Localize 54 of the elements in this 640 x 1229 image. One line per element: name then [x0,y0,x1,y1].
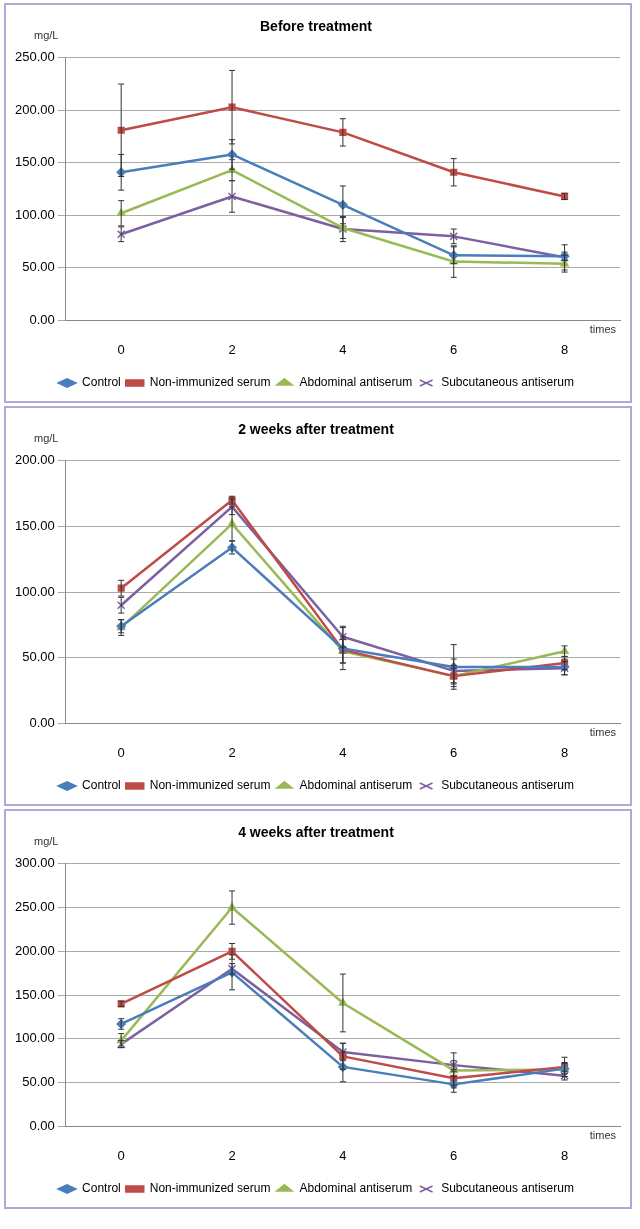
x-tick-label: 6 [450,341,458,357]
x-tick-label: 0 [117,744,125,760]
y-tick-label: 200.00 [15,101,55,117]
y-tick-label: 150.00 [15,986,55,1002]
legend-label: Subcutaneous antiserum [441,375,574,390]
y-tick-label: 100.00 [15,583,55,599]
y-tick-label: 0.00 [29,714,55,730]
x-tick-label: 8 [560,744,569,760]
legend-label: Non-immunized serum [149,375,271,390]
x-tick-label: 0 [117,341,125,357]
x-tick-label: 2 [228,744,236,760]
x-tick-label: 6 [450,1147,458,1163]
legend-label: Non-immunized serum [149,778,271,793]
y-tick-label: 150.00 [15,154,55,170]
x-tick-label: 0 [117,1147,125,1163]
y-tick-label: 100.00 [15,206,55,222]
y-tick-label: 0.00 [29,1117,55,1133]
y-tick-label: 200.00 [15,452,55,468]
y-tick-label: 100.00 [15,1030,55,1046]
x-axis-title: times [589,322,617,335]
legend-label: Subcutaneous antiserum [441,1181,574,1196]
x-axis-title: times [589,725,617,738]
y-tick-label: 250.00 [15,899,55,915]
y-tick-label: 50.00 [22,1074,55,1090]
x-tick-label: 6 [450,744,458,760]
legend-label: Control [82,778,121,793]
y-axis-title: mg/L [34,432,59,445]
y-tick-label: 50.00 [22,649,55,665]
chart-title: 2 weeks after treatment [238,421,395,438]
legend-label: Abdominal antiserum [299,1181,413,1196]
y-axis-title: mg/L [34,29,59,42]
chart-title: Before treatment [259,18,373,35]
x-tick-label: 4 [339,744,347,760]
x-tick-label: 4 [339,1147,347,1163]
y-axis-title: mg/L [34,835,59,848]
x-tick-label: 8 [560,1147,569,1163]
legend-label: Non-immunized serum [149,1181,271,1196]
x-axis-title: times [589,1128,617,1141]
chart-title: 4 weeks after treatment [238,824,395,841]
y-tick-label: 250.00 [15,49,55,65]
legend-label: Abdominal antiserum [299,375,413,390]
y-tick-label: 50.00 [22,259,55,275]
legend-label: Control [82,1181,121,1196]
x-tick-label: 8 [560,341,569,357]
y-tick-label: 200.00 [15,942,55,958]
x-tick-label: 4 [339,341,347,357]
legend-label: Subcutaneous antiserum [441,778,574,793]
x-tick-label: 2 [228,341,236,357]
x-tick-label: 2 [228,1147,236,1163]
legend-label: Abdominal antiserum [299,778,413,793]
y-tick-label: 150.00 [15,518,55,534]
legend-label: Control [82,375,121,390]
y-tick-label: 0.00 [29,311,55,327]
y-tick-label: 300.00 [15,855,55,871]
